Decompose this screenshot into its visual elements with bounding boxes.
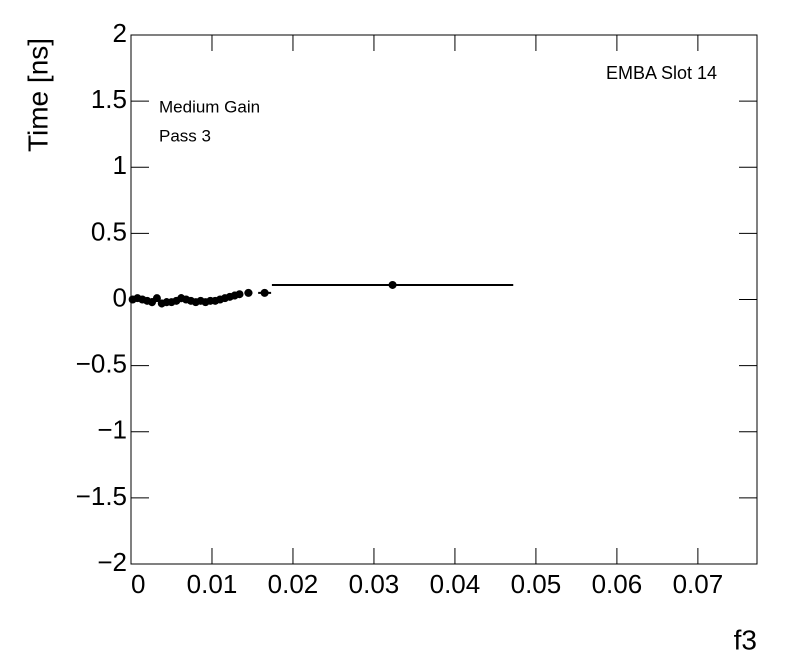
point: [235, 290, 244, 299]
x-tick-label: 0.06: [592, 569, 643, 599]
x-tick-label: 0.04: [430, 569, 481, 599]
x-axis-label: f3: [734, 624, 757, 655]
point: [152, 294, 161, 303]
annotation: EMBA Slot 14: [606, 63, 717, 83]
y-tick-label: −1: [97, 415, 127, 445]
annotation: Pass 3: [159, 126, 211, 145]
y-tick-label: −2: [97, 547, 127, 577]
x-tick-label: 0: [131, 569, 145, 599]
x-tick-label: 0.02: [268, 569, 319, 599]
point: [388, 280, 397, 289]
y-tick-label: 0: [113, 282, 127, 312]
point: [260, 288, 269, 297]
y-tick-label: −0.5: [76, 349, 127, 379]
x-tick-label: 0.01: [187, 569, 238, 599]
x-tick-label: 0.03: [349, 569, 400, 599]
y-axis-label: Time [ns]: [22, 38, 53, 152]
x-tick-label: 0.05: [511, 569, 562, 599]
annotation: Medium Gain: [159, 97, 260, 116]
point: [244, 288, 253, 297]
x-tick-label: 0.07: [673, 569, 724, 599]
y-tick-label: 1: [113, 150, 127, 180]
y-tick-label: 1.5: [91, 84, 127, 114]
y-tick-label: 2: [113, 18, 127, 48]
y-tick-label: 0.5: [91, 216, 127, 246]
y-tick-label: −1.5: [76, 481, 127, 511]
